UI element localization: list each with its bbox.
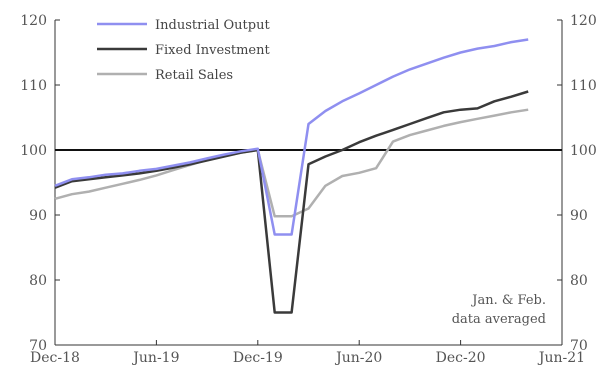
legend-label-industrial-output: Industrial Output bbox=[155, 18, 270, 33]
series-line-retail-sales bbox=[54, 108, 529, 218]
x-tick-label: Dec-18 bbox=[30, 350, 80, 366]
x-tick-label: Jun-21 bbox=[537, 350, 585, 366]
y-tick-label-left: 70 bbox=[29, 338, 47, 354]
x-tick-label: Dec-20 bbox=[436, 350, 486, 366]
x-tick-label: Dec-19 bbox=[233, 350, 283, 366]
annotation-line: Jan. & Feb. bbox=[470, 293, 546, 308]
y-tick-label-right: 120 bbox=[570, 13, 597, 29]
axes: 70 70 80 80 90 90 100 100 110 110 120 120 Dec-18 Jun-… bbox=[20, 13, 596, 366]
series-layer bbox=[54, 38, 529, 314]
y-tick-label-right: 100 bbox=[570, 143, 597, 159]
legend-label-fixed-investment: Fixed Investment bbox=[155, 43, 270, 58]
x-tick-label: Jun-20 bbox=[334, 350, 382, 366]
y-tick-label-right: 70 bbox=[570, 338, 588, 354]
series-line-fixed-investment bbox=[54, 90, 529, 314]
legend-label-retail-sales: Retail Sales bbox=[155, 68, 233, 83]
y-tick-label-left: 90 bbox=[29, 208, 47, 224]
y-tick-label-left: 120 bbox=[20, 13, 47, 29]
y-tick-label-right: 90 bbox=[570, 208, 588, 224]
y-tick-label-left: 80 bbox=[29, 273, 47, 289]
annotation: Jan. & Feb. data averaged bbox=[452, 293, 546, 327]
series-line-industrial-output bbox=[54, 38, 529, 236]
y-tick-label-left: 110 bbox=[20, 78, 47, 94]
y-tick-label-left: 100 bbox=[20, 143, 47, 159]
y-tick-label-right: 80 bbox=[570, 273, 588, 289]
x-tick-label: Jun-19 bbox=[131, 350, 179, 366]
y-tick-label-right: 110 bbox=[570, 78, 597, 94]
legend: Industrial Output Fixed Investment Retail … bbox=[97, 18, 270, 83]
annotation-line: data averaged bbox=[452, 312, 546, 327]
